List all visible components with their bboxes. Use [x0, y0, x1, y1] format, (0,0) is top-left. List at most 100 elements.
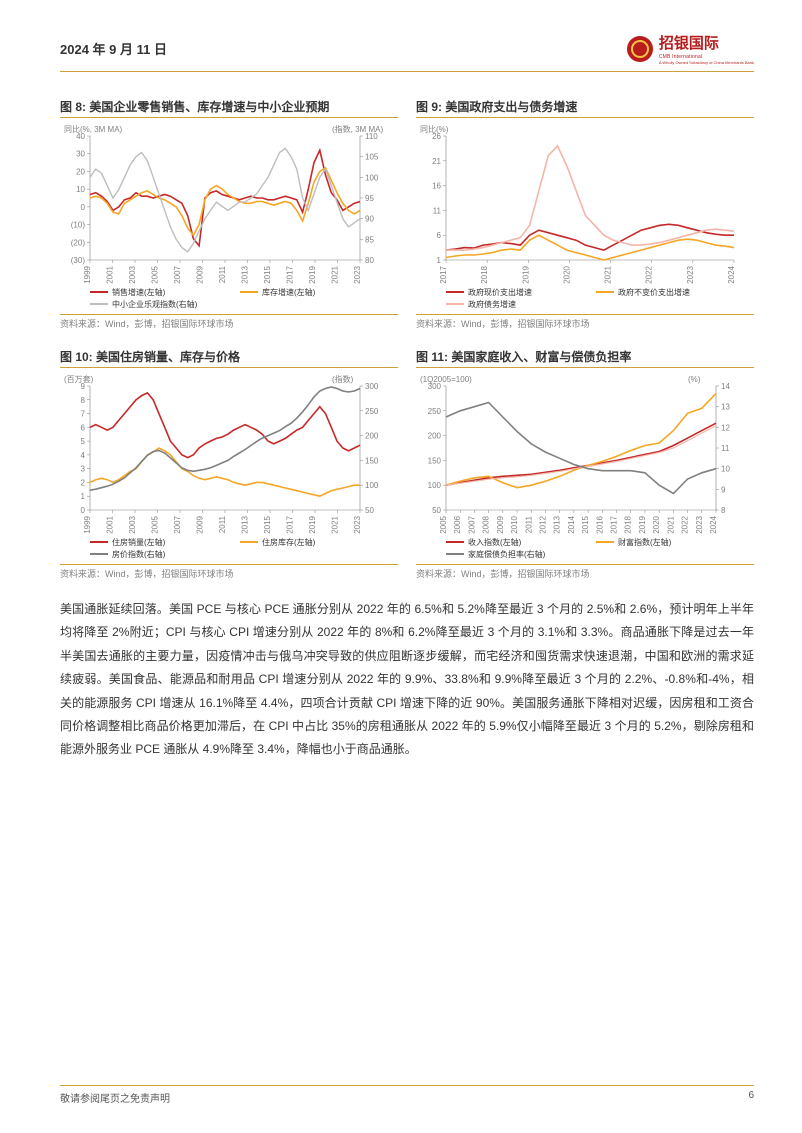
svg-text:50: 50: [365, 506, 374, 515]
svg-text:中小企业乐观指数(右轴): 中小企业乐观指数(右轴): [112, 299, 198, 309]
svg-text:2009: 2009: [496, 515, 505, 533]
svg-text:2023: 2023: [353, 265, 362, 283]
svg-text:2013: 2013: [241, 265, 250, 283]
svg-text:(指数): (指数): [332, 374, 354, 384]
figure-8-source: 资料来源：Wind，彭博，招银国际环球市场: [60, 314, 398, 330]
svg-text:0: 0: [81, 203, 86, 212]
svg-text:2022: 2022: [681, 515, 690, 533]
svg-text:2018: 2018: [624, 515, 633, 533]
svg-text:300: 300: [365, 382, 379, 391]
svg-text:6: 6: [437, 231, 442, 240]
svg-text:财富指数(左轴): 财富指数(左轴): [618, 537, 672, 547]
brand-name-cn: 招银国际: [659, 32, 754, 53]
svg-text:2021: 2021: [331, 265, 340, 283]
svg-text:14: 14: [721, 382, 730, 391]
svg-text:5: 5: [81, 437, 86, 446]
svg-text:20: 20: [76, 167, 85, 176]
svg-text:住房库存(左轴): 住房库存(左轴): [262, 537, 316, 547]
svg-text:2005: 2005: [439, 515, 448, 533]
svg-text:政府债务增速: 政府债务增速: [468, 299, 516, 309]
svg-text:6: 6: [81, 423, 86, 432]
svg-text:9: 9: [721, 485, 726, 494]
svg-text:2020: 2020: [562, 265, 571, 283]
svg-text:2023: 2023: [686, 265, 695, 283]
brand-logo: 招银国际 CMB International A Wholly Owned Su…: [627, 32, 754, 65]
svg-text:3: 3: [81, 465, 86, 474]
figure-10-source: 资料来源：Wind，彭博，招银国际环球市场: [60, 564, 398, 580]
svg-text:26: 26: [432, 132, 441, 141]
svg-text:2013: 2013: [241, 515, 250, 533]
svg-text:150: 150: [428, 456, 442, 465]
svg-text:2015: 2015: [263, 265, 272, 283]
logo-icon: [627, 36, 653, 62]
svg-text:250: 250: [428, 407, 442, 416]
svg-text:2020: 2020: [652, 515, 661, 533]
svg-text:7: 7: [81, 410, 86, 419]
svg-text:10: 10: [76, 185, 85, 194]
svg-text:2006: 2006: [453, 515, 462, 533]
figure-9: 图 9: 美国政府支出与债务增速 同比(%)161116212620172018…: [416, 98, 754, 330]
svg-text:110: 110: [365, 132, 378, 141]
svg-text:1: 1: [81, 492, 86, 501]
svg-text:21: 21: [432, 157, 441, 166]
svg-text:(20): (20): [71, 238, 86, 247]
svg-text:1999: 1999: [83, 265, 92, 283]
svg-text:2007: 2007: [467, 515, 476, 533]
svg-text:100: 100: [365, 173, 379, 182]
report-date: 2024 年 9 月 11 日: [60, 39, 167, 58]
svg-text:2014: 2014: [567, 515, 576, 533]
svg-text:2021: 2021: [666, 515, 675, 533]
svg-text:2019: 2019: [638, 515, 647, 533]
svg-text:2016: 2016: [595, 515, 604, 533]
svg-text:(%): (%): [688, 375, 701, 384]
svg-text:0: 0: [81, 506, 86, 515]
svg-text:同比(%, 3M MA): 同比(%, 3M MA): [64, 124, 123, 134]
svg-text:2023: 2023: [353, 515, 362, 533]
svg-text:(百万套): (百万套): [64, 374, 94, 384]
svg-text:家庭偿债负担率(右轴): 家庭偿债负担率(右轴): [468, 549, 546, 559]
svg-text:2019: 2019: [308, 265, 317, 283]
svg-text:200: 200: [365, 432, 379, 441]
svg-text:90: 90: [365, 215, 374, 224]
svg-text:1999: 1999: [83, 515, 92, 533]
figure-10: 图 10: 美国住房销量、库存与价格 (百万套)(指数)012345678950…: [60, 348, 398, 580]
page-footer: 敬请参阅尾页之免责声明 6: [60, 1085, 754, 1105]
svg-text:(10): (10): [71, 221, 86, 230]
svg-text:300: 300: [428, 382, 442, 391]
svg-text:住房销量(左轴): 住房销量(左轴): [112, 537, 166, 547]
svg-text:9: 9: [81, 382, 86, 391]
svg-text:150: 150: [365, 456, 379, 465]
svg-text:2017: 2017: [286, 515, 295, 533]
page-header: 2024 年 9 月 11 日 招银国际 CMB International A…: [60, 32, 754, 65]
svg-text:2024: 2024: [727, 265, 736, 283]
svg-text:2012: 2012: [538, 515, 547, 533]
svg-text:房价指数(右轴): 房价指数(右轴): [112, 549, 166, 559]
svg-text:100: 100: [365, 481, 379, 490]
svg-text:200: 200: [428, 432, 442, 441]
brand-name-sub: A Wholly Owned Subsidiary of China Merch…: [659, 60, 754, 65]
svg-text:11: 11: [721, 444, 730, 453]
svg-text:30: 30: [76, 150, 85, 159]
figure-8-title: 图 8: 美国企业零售销售、库存增速与中小企业预期: [60, 98, 398, 115]
svg-text:库存增速(左轴): 库存增速(左轴): [262, 287, 316, 297]
svg-text:2019: 2019: [521, 265, 530, 283]
svg-text:50: 50: [432, 506, 441, 515]
svg-text:收入指数(左轴): 收入指数(左轴): [468, 537, 522, 547]
svg-text:11: 11: [433, 206, 442, 215]
svg-text:2010: 2010: [510, 515, 519, 533]
svg-text:2005: 2005: [151, 515, 160, 533]
svg-text:2017: 2017: [610, 515, 619, 533]
svg-text:2021: 2021: [331, 515, 340, 533]
svg-text:2005: 2005: [151, 265, 160, 283]
svg-text:80: 80: [365, 256, 374, 265]
figure-11-title: 图 11: 美国家庭收入、财富与偿债负担率: [416, 348, 754, 365]
svg-text:95: 95: [365, 194, 374, 203]
svg-text:10: 10: [721, 465, 730, 474]
svg-text:2011: 2011: [218, 515, 227, 533]
body-paragraph: 美国通胀延续回落。美国 PCE 与核心 PCE 通胀分别从 2022 年的 6.…: [60, 598, 754, 762]
svg-text:2018: 2018: [480, 265, 489, 283]
svg-text:2: 2: [81, 478, 86, 487]
svg-text:2017: 2017: [286, 265, 295, 283]
svg-text:250: 250: [365, 407, 379, 416]
svg-text:(30): (30): [71, 256, 86, 265]
